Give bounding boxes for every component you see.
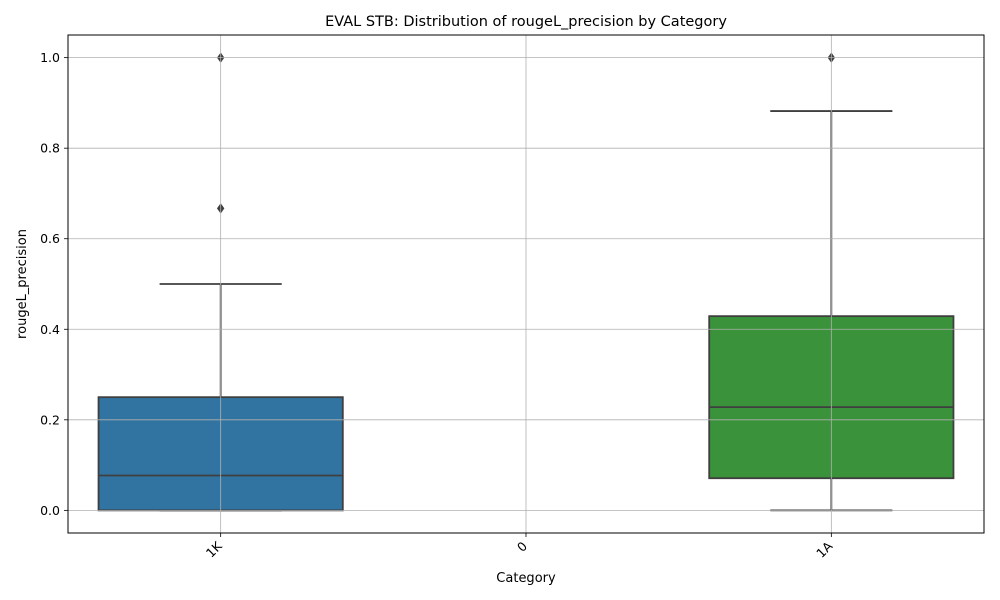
y-tick-label: 1.0 [40,50,60,65]
y-tick-label: 0.4 [40,322,60,337]
chart-title: EVAL STB: Distribution of rougeL_precisi… [325,14,727,30]
x-axis: 1K 0 1A [203,533,836,561]
y-axis-label: rougeL_precision [15,229,30,339]
y-tick-label: 0.0 [40,503,60,518]
x-tick-label: 1A [813,538,836,561]
grid-lines [68,35,984,533]
y-tick-label: 0.6 [40,231,60,246]
y-axis: 0.0 0.2 0.4 0.6 0.8 1.0 [40,50,68,518]
x-tick-label: 0 [514,538,530,554]
y-tick-label: 0.8 [40,141,60,156]
y-tick-label: 0.2 [40,412,60,427]
x-tick-label: 1K [203,538,226,561]
x-axis-label: Category [496,571,556,586]
